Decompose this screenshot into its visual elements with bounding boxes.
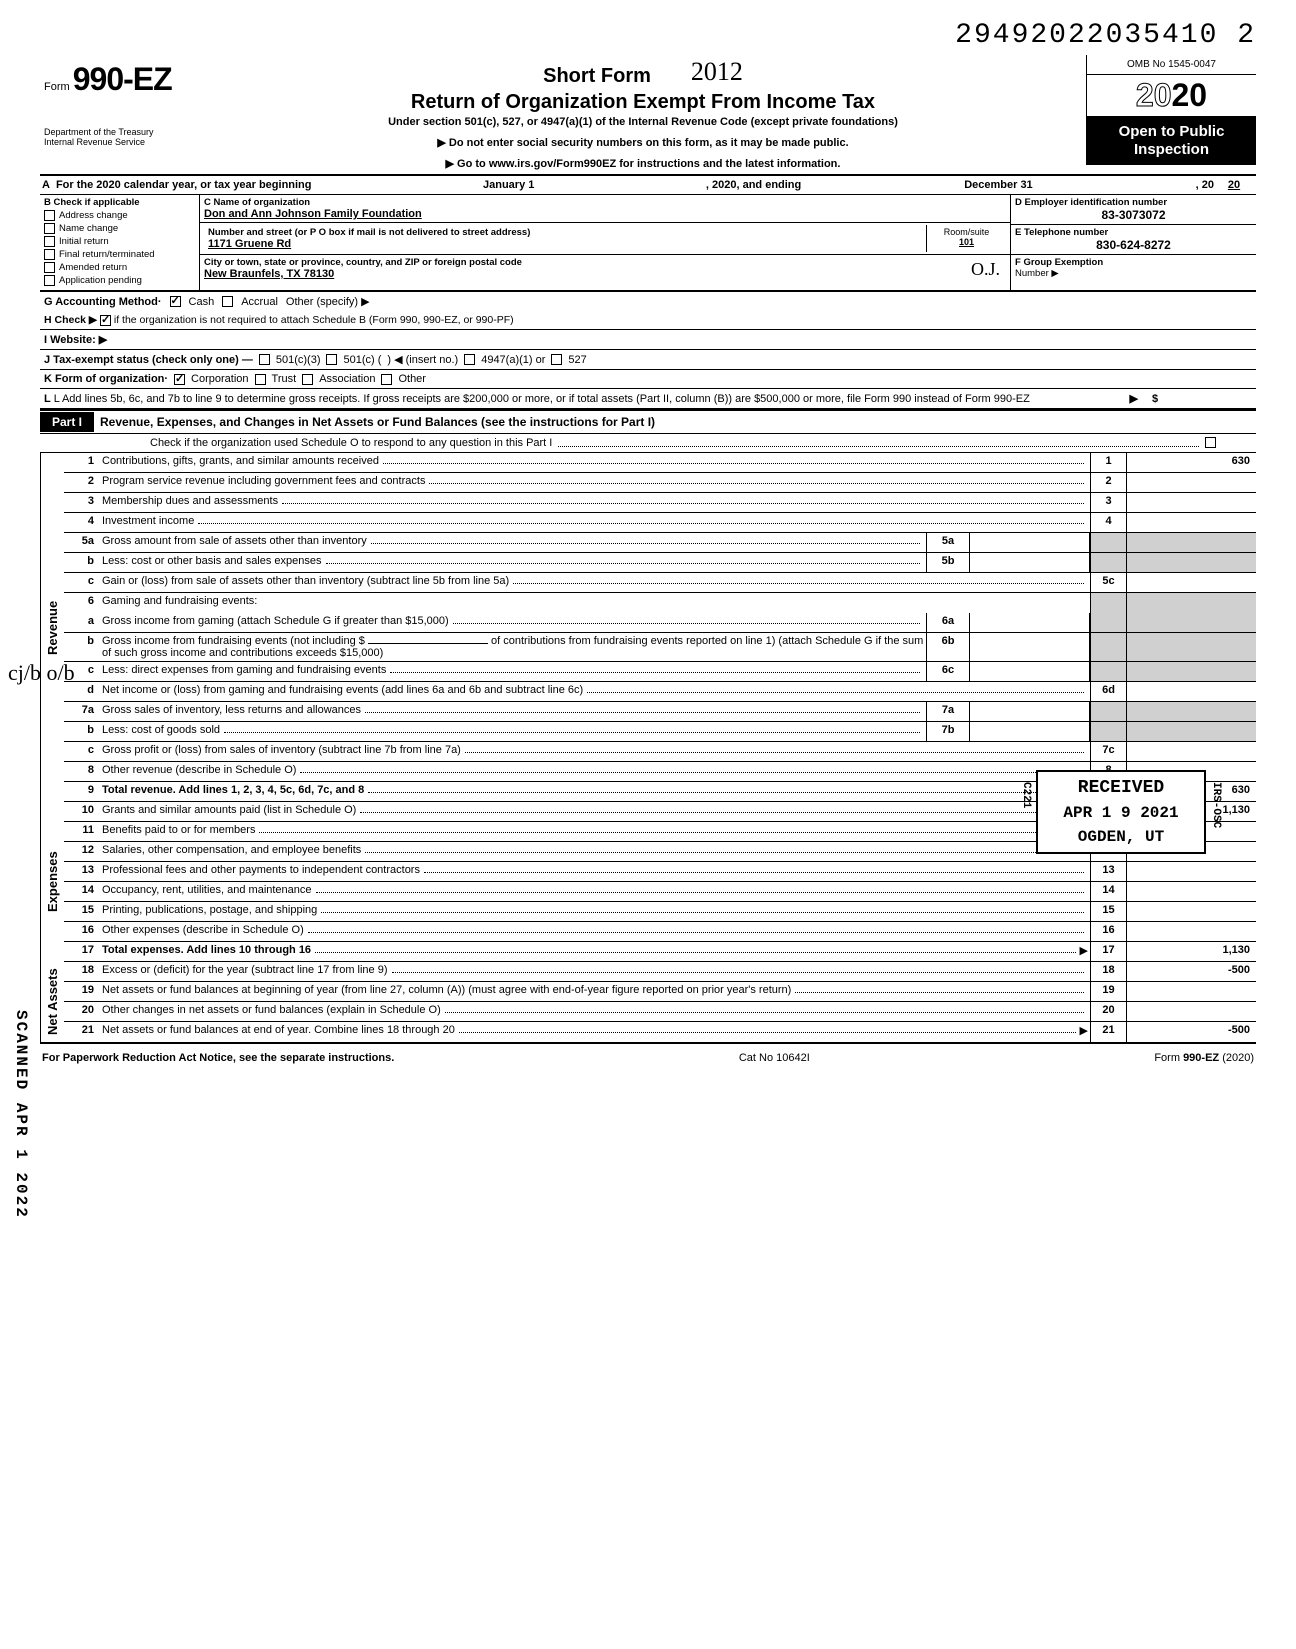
chk-accrual[interactable]: [222, 296, 233, 307]
received-stamp: RECEIVED APR 1 9 2021 OGDEN, UT IRS-OSC …: [1036, 770, 1206, 854]
open-public-label: Open to Public Inspection: [1087, 117, 1256, 165]
city-row: City or town, state or province, country…: [200, 255, 1010, 282]
f-label2: Number ▶: [1015, 268, 1059, 279]
chk-final-return[interactable]: Final return/terminated: [44, 249, 195, 260]
row-a-yr: 20: [1214, 179, 1254, 191]
phone-value: 830-624-8272: [1015, 238, 1252, 252]
row-a-tail: , 20: [1196, 179, 1214, 191]
handwritten-year: 2012: [691, 57, 743, 87]
chk-trust[interactable]: [255, 374, 266, 385]
addr-label: Number and street (or P O box if mail is…: [208, 227, 922, 238]
row-k: K Form of organization· Corporation Trus…: [40, 370, 1256, 389]
form-label-box: Form 990-EZ Department of the Treasury I…: [40, 55, 200, 162]
hand-initials: O.J.: [971, 259, 1000, 280]
col-cd: C Name of organization Don and Ann Johns…: [200, 195, 1256, 290]
year-outline: 20: [1136, 77, 1172, 113]
row-i: I Website: ▶: [40, 330, 1256, 350]
f-label: F Group Exemption: [1015, 257, 1103, 268]
room-value: 101: [931, 237, 1002, 247]
col-c: C Name of organization Don and Ann Johns…: [200, 195, 1011, 290]
side-netassets: Net Assets: [40, 962, 64, 1042]
dln-stamp: 29492022035410 2: [40, 20, 1256, 51]
row-l: L L Add lines 5b, 6c, and 7b to line 9 t…: [40, 389, 1256, 410]
form-number: 990-EZ: [73, 61, 172, 97]
col-b-label: B Check if applicable: [44, 197, 195, 208]
city-value: New Braunfels, TX 78130: [204, 268, 1006, 280]
form-word: Form: [44, 81, 70, 93]
footer-mid: Cat No 10642I: [739, 1052, 810, 1064]
street-row: Number and street (or P O box if mail is…: [200, 223, 1010, 255]
part1-title: Revenue, Expenses, and Changes in Net As…: [94, 411, 661, 433]
line17-value: 1,130: [1126, 942, 1256, 961]
c-label: C Name of organization: [204, 197, 1006, 208]
col-d: D Employer identification number 83-3073…: [1011, 195, 1256, 290]
org-name: Don and Ann Johnson Family Foundation: [204, 208, 1006, 220]
chk-501c3[interactable]: [259, 354, 270, 365]
footer-right: Form 990-EZ (2020): [1154, 1052, 1254, 1064]
line21-value: -500: [1126, 1022, 1256, 1042]
g-label: G Accounting Method·: [44, 296, 162, 308]
main-title: Return of Organization Exempt From Incom…: [210, 91, 1076, 114]
col-b: B Check if applicable Address change Nam…: [40, 195, 200, 290]
sub-title: Under section 501(c), 527, or 4947(a)(1)…: [210, 116, 1076, 128]
group-exempt-row: F Group Exemption Number ▶: [1011, 255, 1256, 281]
row-a-text: For the 2020 calendar year, or tax year …: [56, 179, 312, 191]
chk-cash[interactable]: [170, 296, 181, 307]
line18-value: -500: [1126, 962, 1256, 981]
chk-initial-return[interactable]: Initial return: [44, 236, 195, 247]
omb-number: OMB No 1545-0047: [1087, 55, 1256, 75]
part1-header: Part I Revenue, Expenses, and Changes in…: [40, 410, 1256, 434]
ein-row: D Employer identification number 83-3073…: [1011, 195, 1256, 225]
year-solid: 20: [1172, 77, 1208, 113]
side-expenses: Expenses: [40, 802, 64, 962]
chk-other-org[interactable]: [381, 374, 392, 385]
tax-year: 2020: [1087, 75, 1256, 117]
footer-left: For Paperwork Reduction Act Notice, see …: [42, 1052, 394, 1064]
chk-4947[interactable]: [464, 354, 475, 365]
phone-row: E Telephone number 830-624-8272: [1011, 225, 1256, 255]
netassets-section: Net Assets 18Excess or (deficit) for the…: [40, 962, 1256, 1044]
row-a-begin: January 1: [312, 179, 706, 191]
row-j: J Tax-exempt status (check only one) — 5…: [40, 350, 1256, 370]
margin-initials: cj/b o/b: [8, 660, 75, 686]
chk-app-pending[interactable]: Application pending: [44, 275, 195, 286]
chk-corp[interactable]: [174, 374, 185, 385]
row-a-label: A: [42, 179, 50, 191]
d-label: D Employer identification number: [1015, 197, 1252, 208]
arrow-line-2: ▶ Go to www.irs.gov/Form990EZ for instru…: [210, 157, 1076, 170]
line1-value: 630: [1126, 453, 1256, 472]
title-box: Short Form 2012 Return of Organization E…: [200, 55, 1086, 174]
e-label: E Telephone number: [1015, 227, 1252, 238]
chk-part1-scho[interactable]: [1205, 437, 1216, 448]
part1-check-line: Check if the organization used Schedule …: [40, 434, 1256, 453]
row-a-mid: , 2020, and ending: [706, 179, 801, 191]
chk-501c[interactable]: [326, 354, 337, 365]
arrow-line-1: ▶ Do not enter social security numbers o…: [210, 136, 1076, 149]
side-revenue: Revenue: [40, 453, 64, 802]
org-name-row: C Name of organization Don and Ann Johns…: [200, 195, 1010, 223]
street: 1171 Gruene Rd: [208, 238, 922, 250]
info-grid: B Check if applicable Address change Nam…: [40, 195, 1256, 292]
chk-name-change[interactable]: Name change: [44, 223, 195, 234]
footer: For Paperwork Reduction Act Notice, see …: [40, 1048, 1256, 1068]
dept-text: Department of the Treasury Internal Reve…: [44, 128, 196, 148]
row-a-end: December 31: [801, 179, 1195, 191]
chk-amended[interactable]: Amended return: [44, 262, 195, 273]
short-form-label: Short Form: [543, 65, 651, 88]
room-label: Room/suite: [931, 227, 1002, 237]
row-a: A For the 2020 calendar year, or tax yea…: [40, 176, 1256, 195]
part1-badge: Part I: [40, 412, 94, 432]
chk-527[interactable]: [551, 354, 562, 365]
row-h: H Check ▶ if the organization is not req…: [44, 314, 527, 326]
revenue-section: Revenue 1Contributions, gifts, grants, a…: [40, 453, 1256, 802]
chk-assoc[interactable]: [302, 374, 313, 385]
form-header: Form 990-EZ Department of the Treasury I…: [40, 55, 1256, 176]
row-g-i-h: G Accounting Method· Cash Accrual Other …: [40, 292, 1256, 330]
right-box: OMB No 1545-0047 2020 Open to Public Ins…: [1086, 55, 1256, 165]
city-label: City or town, state or province, country…: [204, 257, 1006, 268]
ein-value: 83-3073072: [1015, 208, 1252, 222]
scanned-stamp: SCANNED APR 1 2022: [12, 1010, 30, 1219]
chk-address-change[interactable]: Address change: [44, 210, 195, 221]
chk-h[interactable]: [100, 315, 111, 326]
